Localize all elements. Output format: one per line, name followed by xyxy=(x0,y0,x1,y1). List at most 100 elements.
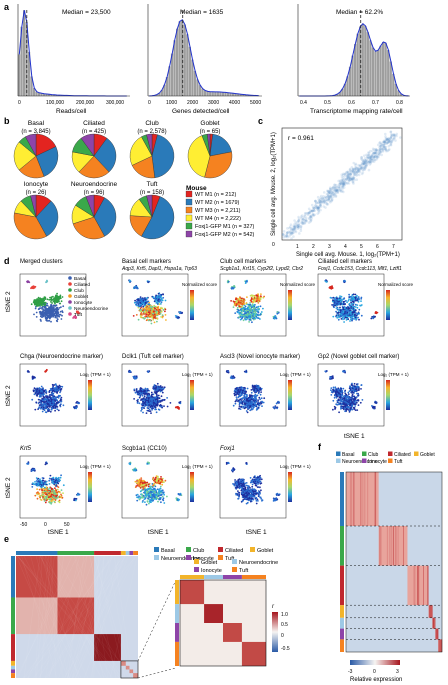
scatter-point xyxy=(321,196,325,200)
scatter-point xyxy=(378,145,381,149)
tsne-point xyxy=(246,411,249,414)
scatter-point xyxy=(316,205,319,209)
tsne-plot: Log₂ (TPM + 1) xyxy=(219,363,311,427)
scatter-point xyxy=(304,218,308,222)
scatter-point xyxy=(318,201,322,205)
scatter-point xyxy=(369,155,372,159)
scatter-point xyxy=(362,160,366,164)
scatter-point xyxy=(384,135,387,138)
tsne-point xyxy=(253,298,256,301)
scatter-point xyxy=(329,200,332,204)
scatter-point xyxy=(366,156,370,160)
tsne-plot: Log₂ (TPM + 1) xyxy=(121,363,213,427)
tsne-point xyxy=(243,386,246,389)
scatter-point xyxy=(325,198,329,202)
tsne-point xyxy=(242,405,245,408)
scatter-point xyxy=(361,171,365,174)
scatter-point xyxy=(318,200,322,203)
tsne-point xyxy=(339,306,341,309)
scatter-point xyxy=(297,219,300,222)
hist-bar xyxy=(224,92,227,96)
tsne-point xyxy=(247,310,249,313)
scatter-point xyxy=(352,167,355,171)
scatter-point xyxy=(301,221,304,225)
tsne-point xyxy=(38,307,41,310)
tsne-point xyxy=(55,310,57,313)
scatter-point xyxy=(316,206,320,210)
tsne-point xyxy=(38,401,41,404)
scatter-point xyxy=(310,209,314,212)
scatter-point xyxy=(329,189,332,192)
tsne-point xyxy=(54,396,57,398)
tsne-point xyxy=(162,296,165,299)
scatter-point xyxy=(382,143,385,147)
scatter-point xyxy=(383,145,387,149)
scatter-point xyxy=(384,137,388,140)
tsne-point xyxy=(45,281,47,284)
hist-bar xyxy=(394,83,397,96)
scatter-point xyxy=(363,164,367,168)
scatter-point xyxy=(382,145,386,149)
tsne-point xyxy=(55,319,58,322)
scatter-point xyxy=(368,163,372,166)
tsne-point xyxy=(146,315,149,317)
scatter-point xyxy=(319,196,323,200)
scatter-point xyxy=(350,178,354,181)
tsne-point xyxy=(41,304,43,307)
hist-bar xyxy=(341,88,344,96)
tsne-point xyxy=(241,317,243,320)
scatter-point xyxy=(333,186,337,190)
scatter-point xyxy=(322,191,326,194)
tsne-point xyxy=(356,304,359,306)
median-label: Median = 62.2% xyxy=(336,9,383,16)
tsne-point xyxy=(144,297,146,299)
scatter-point xyxy=(307,216,311,220)
tsne-point xyxy=(54,314,57,317)
tsne-point xyxy=(159,390,162,393)
scatter-point xyxy=(340,178,343,182)
tsne-point xyxy=(32,390,35,393)
tsne-point xyxy=(35,390,38,393)
scatter-point xyxy=(355,171,359,175)
tsne-point xyxy=(36,300,38,303)
tsne-point xyxy=(343,321,345,323)
scatter-point xyxy=(327,191,331,195)
tsne-point xyxy=(43,313,45,316)
scatter-point xyxy=(372,151,375,155)
tsne-point xyxy=(346,301,348,304)
scatter-point xyxy=(336,191,340,195)
scatter-point xyxy=(309,215,313,219)
tsne-point xyxy=(144,387,147,390)
tsne-point xyxy=(336,315,339,317)
tsne-point xyxy=(60,388,63,390)
tsne-point xyxy=(255,314,258,316)
tsne-point xyxy=(144,312,146,314)
scatter-point xyxy=(348,172,351,176)
tsne-point xyxy=(51,392,54,394)
hist-bar xyxy=(204,90,207,96)
hist-bar xyxy=(247,95,250,96)
hist-bar xyxy=(40,93,43,96)
scatter-point xyxy=(311,206,315,209)
scatter-point xyxy=(309,219,313,222)
scatter-point xyxy=(338,179,342,183)
scatter-point xyxy=(355,178,359,182)
tsne-point xyxy=(146,316,149,319)
scatter-point xyxy=(389,139,392,142)
tsne-point xyxy=(77,402,79,405)
tsne-point xyxy=(53,395,56,398)
tsne-point xyxy=(263,397,266,400)
scatter-point xyxy=(371,160,374,163)
tsne-grid: Normalized score Normalized score Normaliz… xyxy=(19,273,414,519)
scatter-point xyxy=(334,189,337,192)
tsne-point xyxy=(328,286,331,289)
scatter-point xyxy=(331,192,334,195)
tsne-point xyxy=(342,312,344,315)
tsne-point xyxy=(348,293,350,296)
tsne-point xyxy=(148,308,150,311)
tsne-point xyxy=(160,303,162,305)
scatter-point xyxy=(323,196,327,200)
scatter-point xyxy=(335,188,339,191)
tsne-point xyxy=(334,303,336,306)
scatter-point xyxy=(298,232,301,235)
